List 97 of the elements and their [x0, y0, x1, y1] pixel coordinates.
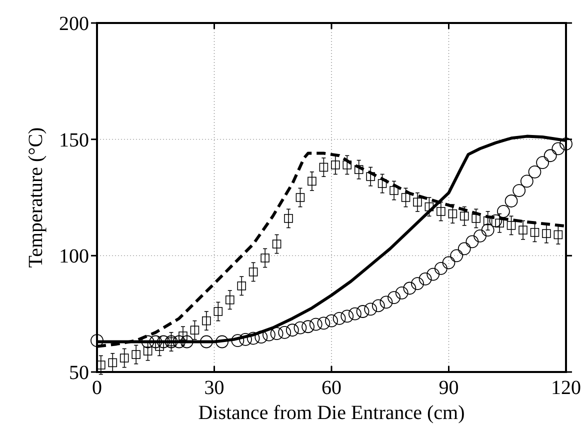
- point: [528, 165, 542, 178]
- point: [141, 335, 154, 348]
- point: [340, 310, 354, 323]
- y-tick-label: 150: [59, 129, 89, 152]
- point: [200, 335, 213, 348]
- point: [466, 235, 479, 248]
- point: [552, 142, 565, 156]
- point: [260, 254, 270, 262]
- point: [190, 326, 200, 335]
- point: [214, 307, 223, 316]
- point: [246, 332, 260, 345]
- point: [395, 286, 408, 300]
- y-tick-label: 100: [59, 246, 89, 268]
- point: [272, 240, 282, 248]
- x-tick-label: 0: [92, 377, 102, 399]
- point: [156, 335, 170, 348]
- point: [248, 268, 258, 276]
- point: [354, 165, 364, 174]
- point: [448, 209, 458, 218]
- point: [278, 326, 292, 339]
- x-tick-label: 60: [322, 377, 342, 399]
- point: [325, 314, 338, 328]
- point: [520, 174, 534, 188]
- point: [474, 229, 486, 242]
- point: [262, 328, 276, 342]
- point: [413, 198, 422, 207]
- point: [149, 335, 162, 348]
- x-axis-title: Distance from Die Entrance (cm): [198, 402, 465, 424]
- point: [450, 249, 464, 262]
- point: [296, 193, 305, 202]
- x-tick-label: 120: [551, 377, 581, 399]
- point: [411, 277, 424, 290]
- point: [403, 282, 416, 295]
- point: [90, 334, 104, 348]
- point: [380, 296, 393, 309]
- point: [342, 160, 352, 170]
- y-tick-label: 50: [69, 362, 89, 384]
- point: [178, 332, 188, 340]
- point: [460, 212, 469, 221]
- point: [489, 214, 502, 228]
- point: [180, 335, 194, 348]
- point: [472, 214, 481, 223]
- point: [132, 350, 140, 359]
- point: [560, 138, 572, 150]
- point: [202, 316, 211, 326]
- x-tick-label: 90: [438, 377, 459, 399]
- y-axis-title: Temperature (°C): [25, 127, 47, 268]
- point: [319, 162, 328, 172]
- point: [254, 330, 268, 344]
- point: [378, 179, 387, 188]
- point: [108, 358, 118, 368]
- point: [442, 256, 456, 270]
- point: [530, 228, 540, 237]
- point: [172, 335, 186, 348]
- point: [436, 207, 446, 216]
- point: [237, 282, 246, 290]
- point: [483, 216, 492, 226]
- point: [458, 242, 471, 256]
- point: [216, 335, 229, 348]
- point: [390, 186, 398, 195]
- point: [426, 268, 440, 281]
- point: [348, 307, 362, 320]
- point: [302, 320, 314, 334]
- point: [270, 327, 284, 340]
- point: [308, 176, 316, 186]
- x-tick-label: 30: [204, 377, 224, 399]
- point: [512, 184, 526, 197]
- point: [284, 214, 293, 223]
- point: [364, 302, 378, 316]
- point: [424, 202, 434, 212]
- point: [518, 226, 528, 234]
- point: [331, 160, 340, 170]
- point: [388, 291, 400, 304]
- point: [401, 193, 410, 202]
- point: [225, 295, 234, 304]
- point: [332, 312, 346, 325]
- point: [497, 205, 510, 218]
- point: [231, 334, 244, 348]
- point: [418, 272, 432, 286]
- point: [542, 229, 551, 238]
- point: [544, 149, 557, 162]
- point: [120, 354, 129, 362]
- point: [481, 224, 494, 237]
- point: [356, 305, 370, 318]
- point: [504, 194, 518, 208]
- point: [239, 332, 252, 346]
- point: [372, 299, 385, 312]
- point: [317, 316, 330, 330]
- point: [536, 156, 549, 170]
- point: [506, 221, 516, 230]
- point: [309, 318, 322, 331]
- point: [294, 321, 307, 334]
- point: [434, 262, 448, 275]
- y-tick-label: 200: [59, 13, 89, 35]
- point: [554, 230, 563, 240]
- point: [286, 324, 299, 337]
- point: [143, 346, 152, 356]
